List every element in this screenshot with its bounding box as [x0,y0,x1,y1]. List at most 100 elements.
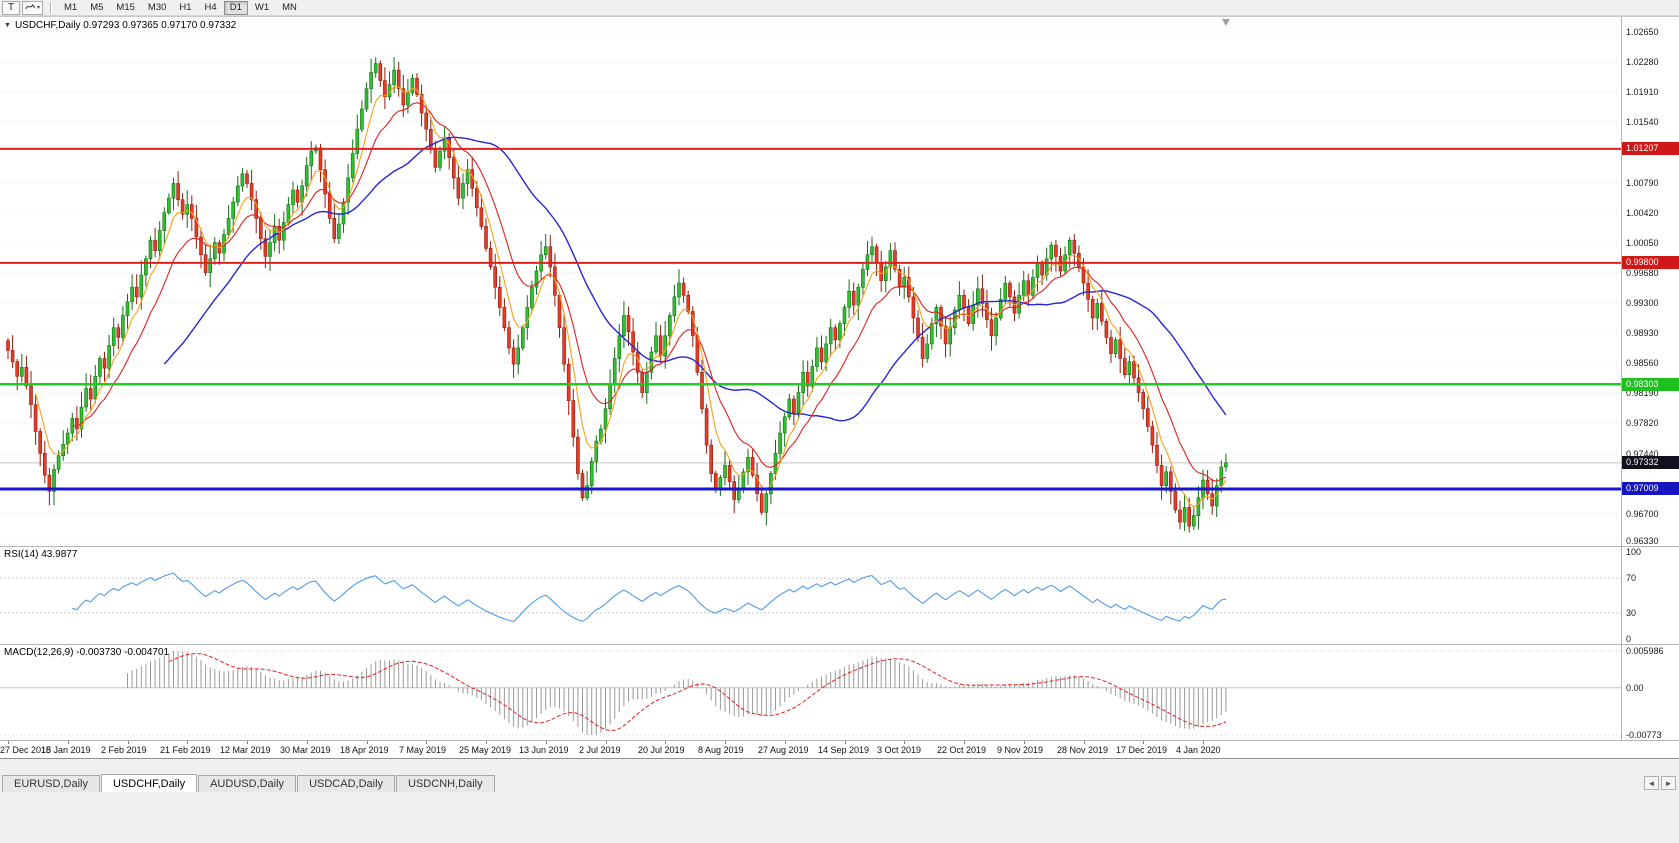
date-label: 9 Nov 2019 [997,745,1044,755]
axis-price-label: 0.96330 [1626,536,1659,546]
caret-down-icon: ▾ [37,5,41,11]
chevron-down-icon: ▼ [4,22,11,29]
level-price-badge: 0.99800 [1622,256,1679,269]
tab-eurusd-daily[interactable]: EURUSD,Daily [2,775,100,792]
date-tick [546,741,547,744]
axis-price-label: 100 [1626,547,1642,557]
tab-scroll-left-button[interactable]: ◄ [1644,776,1659,790]
timeframe-button-m5[interactable]: M5 [90,2,104,13]
date-label: 18 Apr 2019 [340,745,389,755]
date-tick [367,741,368,744]
level-price-badge: 0.98303 [1622,378,1679,391]
date-label: 2 Feb 2019 [101,745,147,755]
axis-price-label: 1.01910 [1626,86,1659,97]
date-tick [307,741,308,744]
price-chart-plot[interactable] [0,17,1621,546]
date-tick [964,741,965,744]
macd-axis[interactable]: 0.005986 0.00 -0.00773 [1621,645,1679,740]
date-label: 22 Oct 2019 [937,745,987,755]
price-chart-canvas [0,19,1621,545]
macd-plot[interactable] [0,645,1621,740]
date-label: 13 Jun 2019 [519,745,569,755]
axis-price-label: 1.00420 [1626,207,1659,218]
date-label: 20 Jul 2019 [638,745,685,755]
date-tick [426,741,427,744]
macd-indicator-label: MACD(12,26,9) -0.003730 -0.004701 [4,647,170,658]
axis-price-label: 0.98560 [1626,358,1659,369]
date-label: 28 Nov 2019 [1057,745,1109,755]
date-tick [486,741,487,744]
current-price-badge: 0.97332 [1622,456,1679,469]
tab-usdcnh-daily[interactable]: USDCNH,Daily [396,775,495,792]
date-tick [1084,741,1085,744]
level-price-badge: 0.97009 [1622,482,1679,495]
symbol-ohlc-label: ▼ USDCHF,Daily 0.97293 0.97365 0.97170 0… [4,20,236,31]
timeframe-button-h1[interactable]: H1 [179,2,192,13]
axis-price-label: 0.00 [1626,682,1644,693]
tab-scroll-right-button[interactable]: ► [1661,776,1676,790]
chart-shift-marker-icon [1221,19,1230,26]
toolbar: T ▾ M1 M5 M15 M30 H1 H4 D1 W1 MN [0,0,1679,16]
rsi-panel: 100 70 30 0 RSI(14) 43.9877 [0,547,1679,645]
date-tick [606,741,607,744]
macd-canvas [0,650,1621,736]
axis-price-label: 0.98930 [1626,328,1659,339]
chart-tabs: EURUSD,Daily USDCHF,Daily AUDUSD,Daily USDC… [2,774,496,792]
toolbar-separator [50,1,52,14]
date-label: 17 Dec 2019 [1116,745,1168,755]
text-tool-button[interactable]: T [2,0,20,15]
rsi-canvas [0,572,1621,623]
timeframe-button-m30[interactable]: M30 [147,2,167,13]
tab-audusd-daily[interactable]: AUDUSD,Daily [198,775,297,792]
date-label: 27 Aug 2019 [758,745,809,755]
axis-price-label: 1.00050 [1626,237,1659,248]
price-panel: 1.02650 1.02280 1.01910 1.01540 1.00790 1.004… [0,17,1679,547]
date-tick [247,741,248,744]
date-tick [1203,741,1204,744]
price-axis[interactable]: 1.02650 1.02280 1.01910 1.01540 1.00790 1.004… [1621,17,1679,546]
tab-usdchf-daily[interactable]: USDCHF,Daily [100,774,198,792]
rsi-indicator-label: RSI(14) 43.9877 [4,549,78,560]
date-tick [187,741,188,744]
date-label: 27 Dec 2018 [0,745,52,755]
window-background [0,792,1679,843]
date-tick [1024,741,1025,744]
axis-price-label: 1.01540 [1626,116,1659,127]
timeframe-button-mn[interactable]: MN [282,2,297,13]
date-tick [1143,741,1144,744]
timeframe-button-w1[interactable]: W1 [254,2,270,13]
axis-price-label: 1.00790 [1626,177,1659,188]
timeframe-button-group: M1 M5 M15 M30 H1 H4 D1 W1 MN [58,0,303,15]
rsi-plot[interactable] [0,547,1621,644]
macd-panel: 0.005986 0.00 -0.00773 MACD(12,26,9) -0.00… [0,645,1679,741]
date-label: 15 Jan 2019 [41,745,91,755]
timeframe-button-h4[interactable]: H4 [204,2,217,13]
date-axis[interactable]: 27 Dec 2018 15 Jan 2019 2 Feb 2019 21 Feb 2… [0,741,1679,759]
date-label: 25 May 2019 [459,745,512,755]
chart-window: 1.02650 1.02280 1.01910 1.01540 1.00790 1.004… [0,16,1679,759]
date-label: 4 Jan 2020 [1176,745,1221,755]
date-tick [68,741,69,744]
axis-price-label: -0.00773 [1626,730,1662,740]
date-tick [785,741,786,744]
axis-price-label: 0.98190 [1626,388,1659,399]
rsi-axis[interactable]: 100 70 30 0 [1621,547,1679,644]
axis-price-label: 30 [1626,607,1637,618]
axis-price-label: 1.02650 [1626,27,1659,37]
date-label: 3 Oct 2019 [877,745,922,755]
axis-price-label: 0.96700 [1626,509,1659,520]
date-tick [128,741,129,744]
date-tick [845,741,846,744]
date-label: 2 Jul 2019 [579,745,621,755]
draw-tool-button[interactable]: ▾ [22,0,44,15]
draw-tool-icon [25,2,36,14]
date-label: 30 Mar 2019 [280,745,331,755]
date-tick [904,741,905,744]
axis-price-label: 0.97440 [1626,449,1659,460]
text-tool-label: T [7,2,15,13]
timeframe-button-m15[interactable]: M15 [116,2,135,13]
axis-price-label: 0 [1626,634,1632,644]
timeframe-button-m1[interactable]: M1 [64,2,78,13]
tab-usdcad-daily[interactable]: USDCAD,Daily [297,775,396,792]
timeframe-button-d1[interactable]: D1 [223,0,248,15]
